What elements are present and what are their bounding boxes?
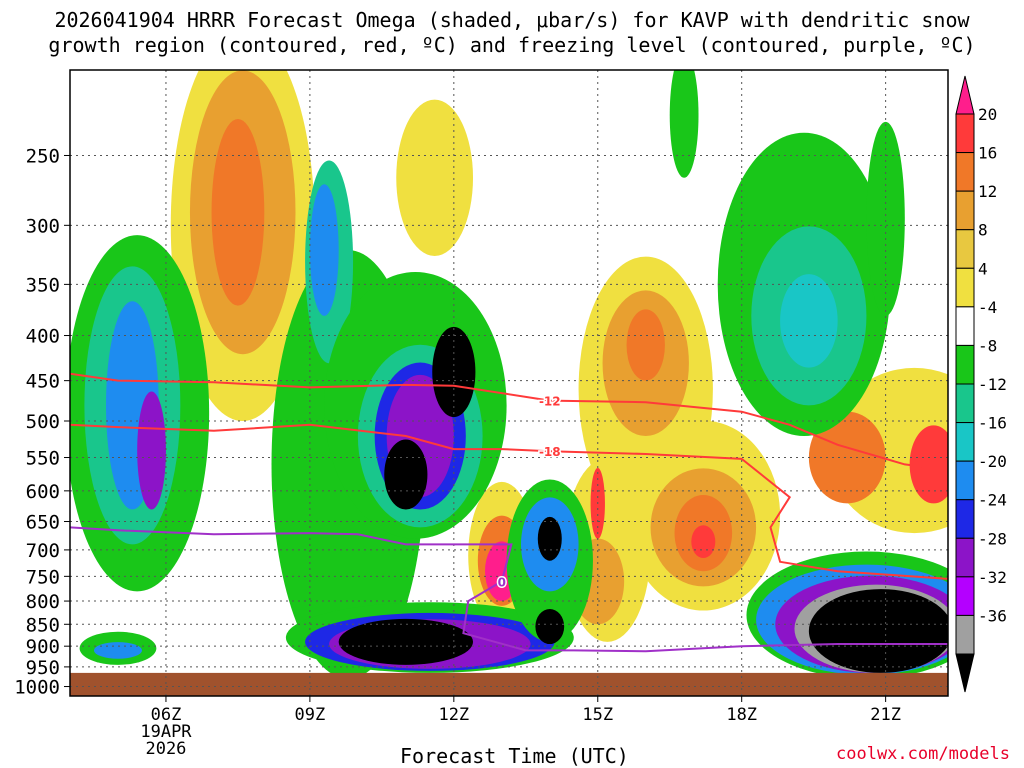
colorbar-label: 12 xyxy=(978,182,997,201)
y-tick-label: 700 xyxy=(26,540,60,562)
freezing-level xyxy=(70,526,948,653)
omega-shade-ascent xyxy=(780,274,838,368)
freezing-level-label: 0 xyxy=(498,575,506,589)
chart-title-line2: growth region (contoured, red, ºC) and f… xyxy=(48,33,976,57)
x-tick-date: 19APR xyxy=(140,722,192,742)
omega-shade-ascent xyxy=(384,439,428,510)
x-tick-label: 09Z xyxy=(295,705,326,725)
omega-field xyxy=(70,70,948,696)
colorbar-label: -24 xyxy=(978,491,1007,510)
omega-shade-descent xyxy=(396,99,474,256)
x-tick-label: 21Z xyxy=(870,705,901,725)
y-tick-label: 750 xyxy=(26,566,60,588)
y-tick-label: 650 xyxy=(26,512,60,534)
y-tick-label: 450 xyxy=(26,371,60,393)
colorbar-swatch xyxy=(955,383,975,424)
colorbar-label: -20 xyxy=(978,452,1007,471)
x-tick-label: 12Z xyxy=(438,705,469,725)
y-tick-label: 300 xyxy=(26,215,60,237)
omega-shade-descent xyxy=(909,425,948,504)
dendritic-isotherm xyxy=(70,372,948,471)
colorbar-label: -12 xyxy=(978,375,1007,394)
colorbar-label: -4 xyxy=(978,298,997,317)
chart-title-line1: 2026041904 HRRR Forecast Omega (shaded, … xyxy=(54,8,970,32)
colorbar-label: -28 xyxy=(978,529,1007,548)
y-axis: 2503003504004505005506006507007508008509… xyxy=(14,145,70,699)
y-tick-label: 400 xyxy=(26,326,60,348)
omega-shade-descent xyxy=(808,411,886,504)
x-axis-label: Forecast Time (UTC) xyxy=(400,744,629,768)
colorbar-swatch xyxy=(955,499,975,539)
colorbar-label: 4 xyxy=(978,259,988,278)
colorbar-swatch xyxy=(955,190,975,231)
omega-shade-ascent xyxy=(669,70,699,178)
y-tick-label: 250 xyxy=(26,145,60,167)
colorbar-swatch xyxy=(955,537,975,578)
colorbar-swatch xyxy=(955,267,975,308)
omega-shade-ascent xyxy=(535,609,565,645)
colorbar-bottom-arrow xyxy=(955,653,975,693)
y-tick-label: 600 xyxy=(26,481,60,503)
colorbar-swatch xyxy=(955,229,975,269)
y-tick-label: 950 xyxy=(26,657,60,679)
y-tick-label: 1000 xyxy=(14,677,60,699)
contours: -12 -18 0 xyxy=(70,372,948,653)
plot-frame xyxy=(69,69,949,697)
colorbar-label: 16 xyxy=(978,144,997,163)
omega-shade-descent xyxy=(691,525,716,559)
x-tick-label: 15Z xyxy=(582,705,613,725)
y-tick-label: 850 xyxy=(26,614,60,636)
colorbar-label: -8 xyxy=(978,336,997,355)
omega-shade-ascent xyxy=(808,589,948,673)
y-tick-label: 900 xyxy=(26,636,60,658)
colorbar-label: -36 xyxy=(978,606,1007,625)
y-tick-label: 500 xyxy=(26,411,60,433)
dendritic-isotherm-label: -18 xyxy=(539,445,561,459)
colorbar-label: -16 xyxy=(978,414,1007,433)
colorbar: 20 16 12 8 4 -4 -8 -12 -16 -20 -24 -28 -32 -36 xyxy=(955,75,1007,693)
omega-shade-ascent xyxy=(93,642,142,659)
x-tick-label: 06Z xyxy=(151,705,182,725)
colorbar-label: 20 xyxy=(978,105,997,124)
omega-shade-ascent xyxy=(338,618,474,665)
x-tick-label: 18Z xyxy=(726,705,757,725)
colorbar-swatch xyxy=(955,344,975,385)
colorbar-top-arrow xyxy=(955,75,975,115)
omega-shade-ascent xyxy=(309,184,339,316)
colorbar-swatch xyxy=(955,306,975,346)
omega-shade-ascent xyxy=(866,121,905,316)
y-tick-label: 550 xyxy=(26,448,60,470)
colorbar-swatch xyxy=(955,152,975,192)
y-tick-label: 800 xyxy=(26,591,60,613)
colorbar-swatch xyxy=(955,422,975,462)
omega-shade-ascent xyxy=(137,391,166,510)
omega-shade-descent xyxy=(211,119,265,306)
dendritic-isotherm xyxy=(70,423,948,580)
x-tick-year: 2026 xyxy=(145,739,186,759)
colorbar-swatch xyxy=(955,614,975,655)
ground-layer xyxy=(70,672,948,696)
omega-shade-descent xyxy=(626,309,665,381)
omega-shade-ascent xyxy=(537,516,562,561)
dendritic-isotherm-label: -12 xyxy=(539,395,561,409)
omega-shade-ascent xyxy=(432,326,476,418)
colorbar-label: 8 xyxy=(978,221,988,240)
colorbar-swatch xyxy=(955,460,975,501)
site-credit: coolwx.com/models xyxy=(836,744,1010,764)
colorbar-swatch xyxy=(955,576,975,616)
colorbar-label: -32 xyxy=(978,568,1007,587)
colorbar-swatch xyxy=(955,113,975,154)
y-tick-label: 350 xyxy=(26,274,60,296)
